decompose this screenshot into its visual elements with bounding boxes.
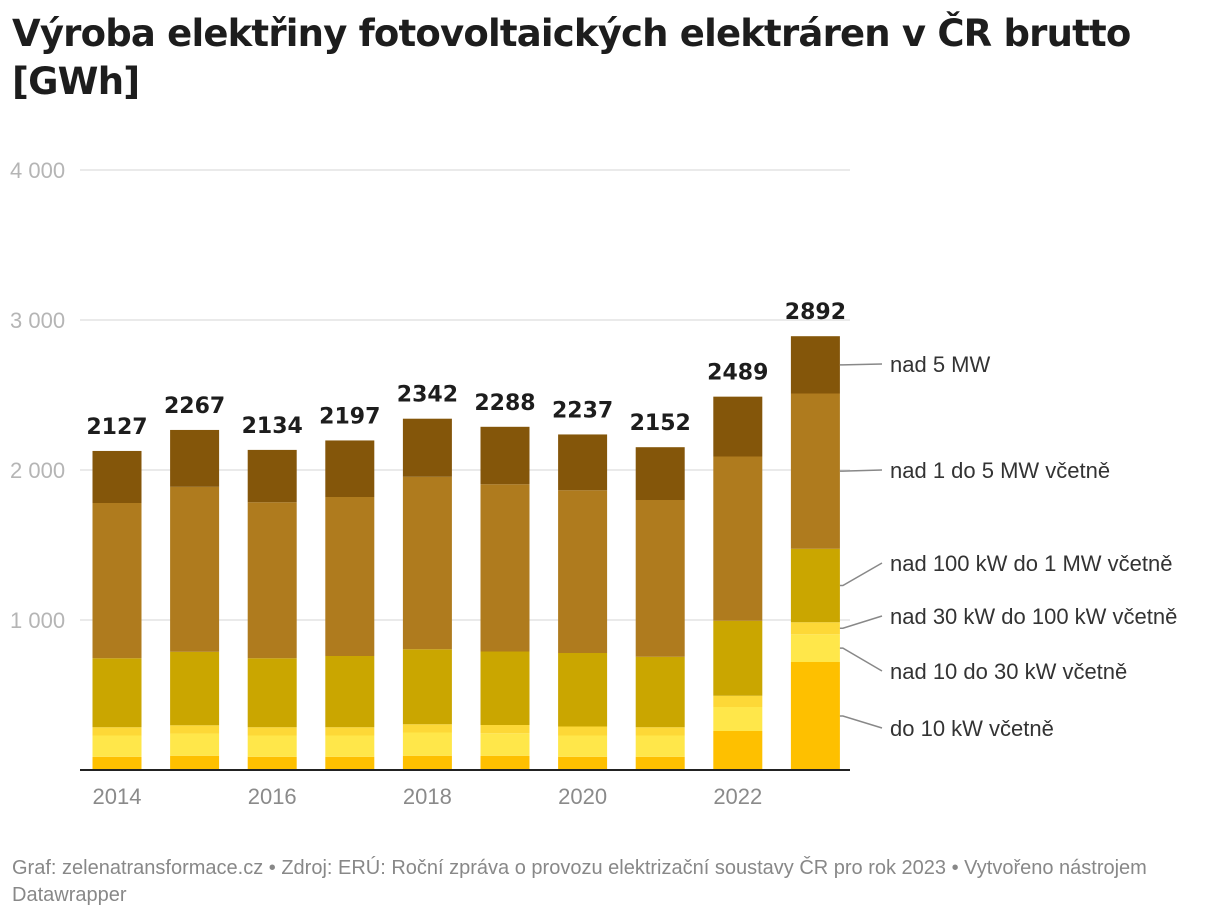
bar-segment-2023-4 [790,548,840,623]
legend-label: nad 5 MW [890,352,990,377]
bar-segment-2020-2 [558,735,608,757]
bars [92,336,840,770]
bar-segment-2021-5 [635,500,685,657]
bar-total-label: 2237 [552,398,613,423]
bar-segment-2018-5 [402,476,452,650]
bar-total-label: 2489 [707,361,768,386]
bar-segment-2014-3 [92,727,142,736]
bar-segment-2020-4 [558,653,608,727]
bar-segment-2019-6 [480,426,530,485]
bar-segment-2021-1 [635,756,685,770]
bar-segment-2023-2 [790,634,840,662]
bar-segment-2021-4 [635,656,685,728]
bar-segment-2018-1 [402,755,452,770]
y-tick-label: 4 000 [10,158,65,183]
bar-segment-2022-1 [713,731,763,770]
bar-segment-2018-6 [402,418,452,477]
bar-segment-2015-1 [170,755,220,770]
bar-segment-2015-2 [170,733,220,756]
bar-segment-2014-2 [92,735,142,757]
bar-segment-2014-5 [92,503,142,659]
x-tick-label: 2020 [558,784,607,809]
bar-segment-2020-1 [558,756,608,770]
bar-segment-2018-3 [402,724,452,733]
bar-segment-2018-2 [402,732,452,756]
legend-leader-line [839,363,883,366]
bar-segment-2020-6 [558,434,608,491]
bar-segment-2015-5 [170,486,220,652]
legend-label: nad 100 kW do 1 MW včetně [890,551,1172,576]
legend-label: nad 30 kW do 100 kW včetně [890,604,1177,629]
bar-segment-2016-4 [247,658,297,728]
bar-total-label: 2892 [785,300,846,325]
bar-total-label: 2127 [86,415,147,440]
bar-segment-2015-6 [170,429,220,487]
bar-segment-2023-6 [790,336,840,394]
bar-segment-2016-2 [247,735,297,757]
x-tick-label: 2018 [403,784,452,809]
legend-label: nad 10 do 30 kW včetně [890,659,1127,684]
bar-segment-2015-3 [170,725,220,734]
bar-segment-2023-3 [790,622,840,635]
bar-segment-2021-6 [635,447,685,500]
bar-total-label: 2197 [319,404,380,429]
bar-segment-2022-3 [713,695,763,707]
bar-segment-2017-2 [325,735,375,757]
bar-segment-2014-4 [92,658,142,728]
legend: do 10 kW včetně nad 10 do 30 kW včetně nad… [839,352,1177,741]
legend-label: do 10 kW včetně [890,716,1054,741]
legend-leader-line [839,562,883,587]
legend-leader-line [839,469,883,472]
bar-segment-2016-3 [247,727,297,736]
legend-leader-line [839,615,883,629]
bar-segment-2017-6 [325,440,375,497]
bar-segment-2020-3 [558,726,608,736]
bar-segment-2023-5 [790,393,840,549]
y-tick-label: 3 000 [10,308,65,333]
bar-segment-2016-1 [247,756,297,770]
x-tick-label: 2016 [248,784,297,809]
bar-segment-2017-5 [325,497,375,656]
bar-segment-2021-3 [635,727,685,736]
legend-leader-line [839,647,883,672]
bar-segment-2018-4 [402,649,452,725]
chart-title: Výroba elektřiny fotovoltaických elektrá… [12,12,1131,103]
bar-segment-2022-4 [713,620,763,696]
bar-segment-2017-4 [325,656,375,728]
bar-segment-2016-5 [247,502,297,659]
bar-total-labels: 2127 2267 2134 2197 2342 2288 2237 2152 2489 2892 [86,300,846,440]
bar-segment-2020-5 [558,490,608,653]
bar-segment-2017-3 [325,727,375,736]
bar-segment-2022-2 [713,707,763,731]
x-axis-ticks: 2014 2016 2018 2020 2022 [93,784,763,809]
bar-segment-2023-1 [790,662,840,770]
bar-segment-2019-3 [480,725,530,734]
bar-segment-2017-1 [325,756,375,770]
y-tick-label: 1 000 [10,608,65,633]
bar-segment-2019-5 [480,484,530,652]
legend-leader-line [839,715,883,729]
x-tick-label: 2014 [93,784,142,809]
bar-segment-2022-5 [713,456,763,621]
bar-segment-2019-1 [480,755,530,770]
bar-segment-2016-6 [247,449,297,503]
bar-segment-2019-2 [480,733,530,756]
bar-segment-2014-1 [92,756,142,770]
bar-total-label: 2342 [397,383,458,408]
bar-segment-2015-4 [170,651,220,726]
y-axis-ticks: 1 000 2 000 3 000 4 000 [10,158,65,633]
bar-segment-2014-6 [92,450,142,503]
legend-label: nad 1 do 5 MW včetně [890,458,1110,483]
x-tick-label: 2022 [713,784,762,809]
source-footer: Graf: zelenatransformace.cz • Zdroj: ERÚ… [12,857,1147,906]
bar-total-label: 2134 [242,414,303,439]
bar-total-label: 2267 [164,394,225,419]
y-tick-label: 2 000 [10,458,65,483]
bar-total-label: 2152 [630,411,691,436]
bar-segment-2021-2 [635,735,685,757]
bar-total-label: 2288 [474,391,535,416]
bar-segment-2022-6 [713,396,763,457]
bar-segment-2019-4 [480,651,530,725]
